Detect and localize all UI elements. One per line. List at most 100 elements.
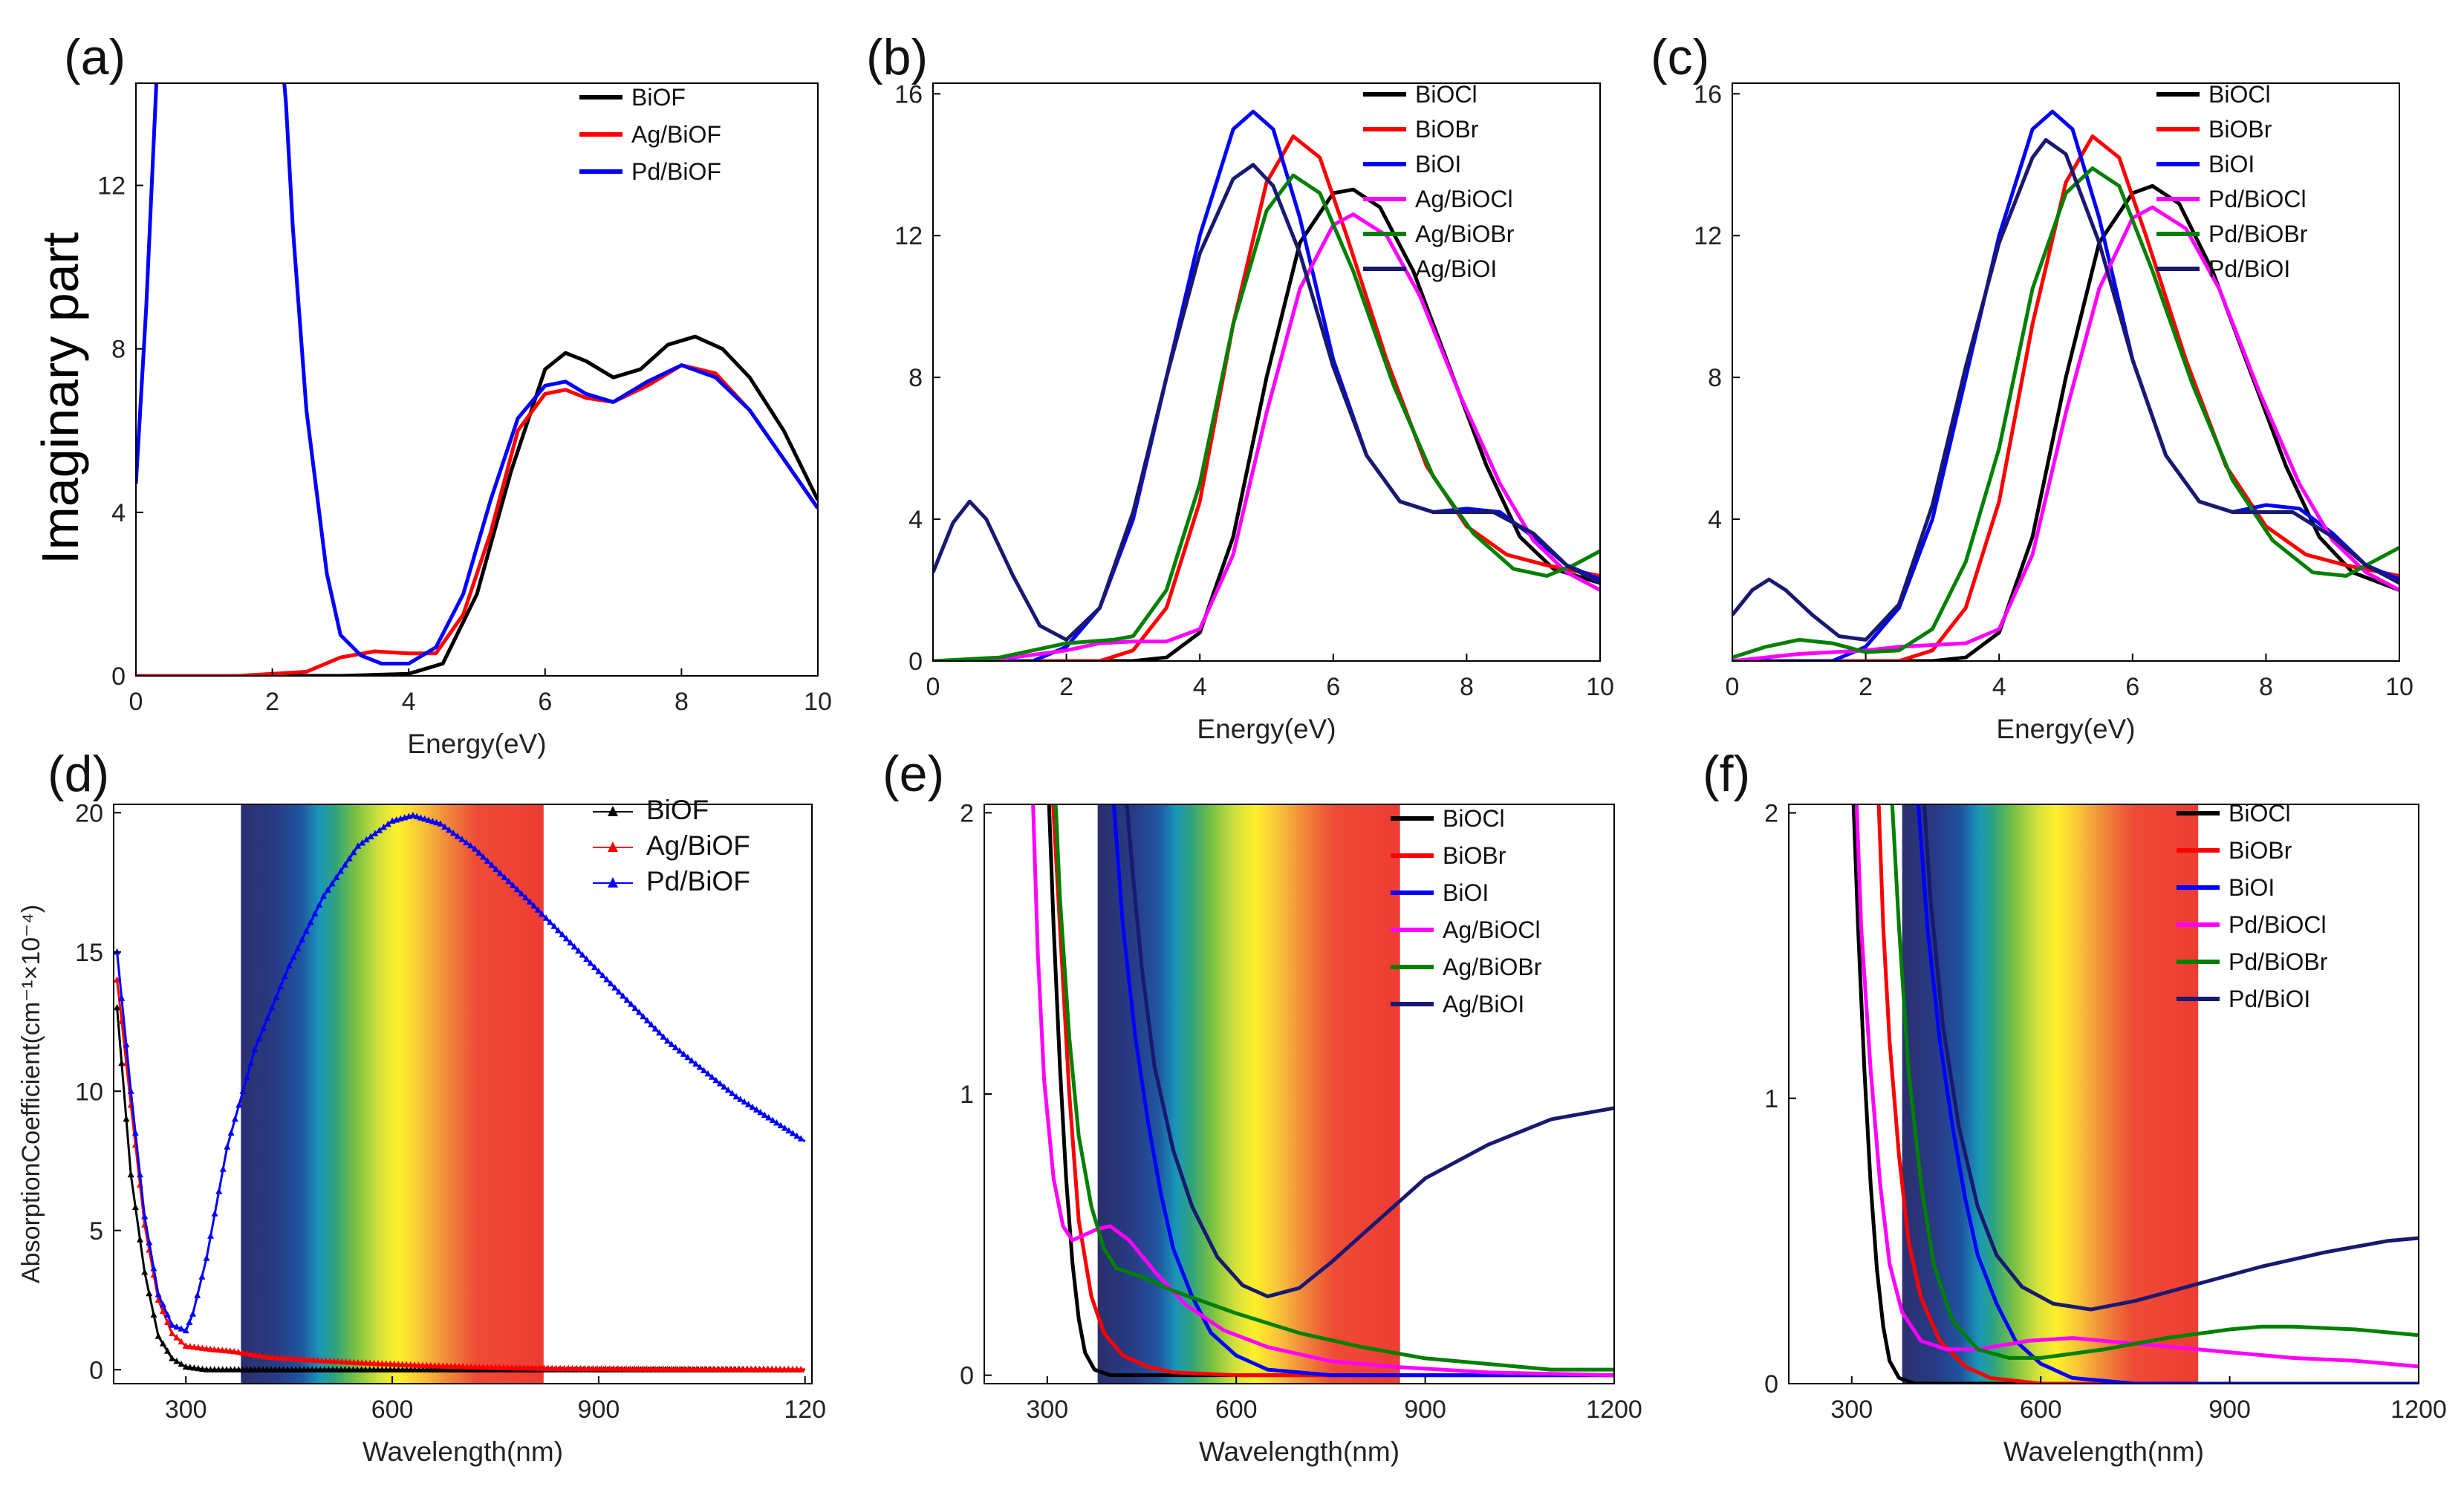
legend-entry: BiOF	[593, 795, 709, 825]
series-marker	[421, 815, 429, 822]
series-marker	[409, 812, 417, 818]
series-marker	[359, 839, 366, 846]
legend-label: Ag/BiOBr	[1443, 954, 1542, 980]
series-marker	[173, 1358, 181, 1364]
legend-entry: Ag/BiOF	[593, 830, 750, 861]
x-tick-label: 600	[2020, 1396, 2062, 1424]
legend-label: BiOBr	[1443, 842, 1506, 869]
series-marker	[146, 1239, 153, 1246]
series-marker	[285, 1355, 293, 1361]
legend-label: Pd/BiOI	[2229, 986, 2310, 1012]
plot-frame	[1732, 82, 2400, 662]
series-marker	[749, 1103, 756, 1110]
x-tick-label: 2	[1059, 673, 1073, 701]
series-marker	[797, 1135, 804, 1142]
series-marker	[293, 1355, 301, 1362]
legend-marker	[608, 841, 618, 852]
y-tick-label: 16	[1694, 80, 1722, 108]
series-marker	[307, 918, 314, 925]
series-marker	[700, 1067, 707, 1073]
panel-label: (a)	[64, 29, 126, 85]
series-marker	[718, 1365, 725, 1373]
panel-c: 0 2 4 6 8 10 4 8 12 16 Energy(eV) (c) BiOCl BiOBr BiOI…	[1651, 29, 2413, 744]
legend-label: BiOF	[646, 795, 709, 825]
series-marker	[127, 1087, 134, 1094]
series-marker	[155, 1296, 162, 1303]
legend-label: Pd/BiOCl	[2229, 911, 2327, 938]
legend-entry: BiOI	[1391, 879, 1489, 906]
x-tick-label: 6	[1326, 673, 1340, 701]
legend-entry: Ag/BiOI	[1391, 991, 1524, 1018]
series-marker	[765, 1114, 773, 1121]
series-marker	[281, 972, 288, 980]
series-marker	[437, 820, 444, 827]
legend-entry: BiOI	[1363, 151, 1461, 178]
legend-entry: BiOF	[579, 84, 686, 111]
series-line-biobr	[1732, 134, 2399, 661]
series-marker	[114, 976, 121, 983]
y-tick-label: 12	[97, 172, 126, 201]
series-line-ag-biobr	[933, 173, 1600, 661]
series-marker	[182, 1363, 189, 1370]
series-marker	[567, 939, 574, 945]
series-marker	[273, 993, 280, 1000]
series-marker	[480, 853, 487, 860]
y-tick-label: 0	[908, 648, 923, 676]
series-line-biof	[136, 334, 818, 676]
legend-entry: Ag/BiOCl	[1363, 186, 1513, 212]
panel-d: 300 600 900 12005101520Wavelength(nm)Absorp…	[17, 746, 826, 1467]
x-tick-label: 0	[926, 673, 940, 701]
y-tick-label: 2	[1764, 800, 1778, 828]
x-tick-label: 8	[1460, 673, 1474, 701]
x-tick-label: 6	[538, 688, 552, 716]
series-line-ag-bioi	[1125, 804, 1614, 1299]
series-marker	[302, 927, 310, 934]
series-marker	[441, 823, 449, 830]
series-marker	[672, 1365, 680, 1372]
series-marker	[789, 1365, 796, 1373]
series-group	[114, 812, 806, 1373]
series-marker	[298, 1355, 305, 1362]
series-marker	[676, 1047, 683, 1054]
legend-label: BiOI	[2229, 874, 2275, 901]
legend-label: Ag/BiOCl	[1443, 916, 1541, 943]
y-tick-label: 16	[894, 80, 923, 108]
legend-marker	[608, 806, 618, 816]
series-line-biobr	[1051, 804, 1614, 1378]
legend-entry: Ag/BiOI	[1363, 255, 1497, 282]
x-tick-label: 900	[578, 1396, 620, 1424]
series-line-ag-biocl	[1031, 804, 1614, 1378]
series-marker	[708, 1073, 715, 1080]
series-group	[1732, 109, 2399, 661]
series-marker	[526, 898, 533, 905]
series-marker	[510, 882, 516, 888]
series-marker	[127, 1170, 134, 1178]
series-marker	[333, 873, 340, 880]
series-marker	[302, 1355, 309, 1363]
series-marker	[655, 1365, 663, 1372]
series-marker	[721, 1083, 728, 1090]
x-tick-label: 6	[2125, 673, 2139, 701]
series-group	[1851, 804, 2419, 1384]
series-marker	[141, 1269, 149, 1275]
x-tick-label: 4	[1992, 673, 2006, 701]
y-tick-label: 20	[75, 799, 103, 827]
series-marker	[235, 1348, 242, 1355]
series-marker	[371, 830, 379, 836]
series-marker	[164, 1311, 171, 1318]
series-line-biocl	[1851, 804, 2419, 1384]
series-marker	[247, 1059, 255, 1067]
panel-label: (f)	[1703, 746, 1750, 802]
series-marker	[123, 1041, 130, 1048]
x-tick-label: 1200	[2390, 1396, 2447, 1424]
series-marker	[155, 1332, 162, 1339]
series-marker	[623, 996, 631, 1003]
series-line-pd-bioi	[1732, 137, 2399, 642]
series-marker	[264, 1014, 271, 1021]
series-marker	[579, 951, 586, 958]
legend-entry: Ag/BiOF	[579, 121, 721, 148]
legend-label: BiOI	[1415, 151, 1461, 178]
panel-f: 300 600 900 1200012Wavelength(nm)(f)BiOClBi…	[1703, 746, 2447, 1467]
series-marker	[501, 873, 508, 880]
series-marker	[417, 814, 424, 821]
